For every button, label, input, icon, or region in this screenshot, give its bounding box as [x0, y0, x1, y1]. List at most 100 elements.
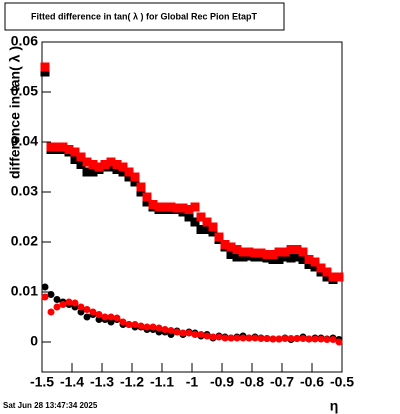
- y-axis-title: difference in tan( λ ): [7, 46, 23, 179]
- point: [89, 308, 97, 316]
- x-tick-label: -1.1: [150, 374, 174, 390]
- timestamp: Sat Jun 28 13:47:34 2025: [3, 401, 98, 410]
- point: [161, 326, 169, 333]
- point: [70, 147, 80, 157]
- point: [76, 152, 86, 162]
- point: [82, 167, 92, 177]
- point: [226, 242, 236, 252]
- point: [124, 172, 134, 182]
- y-tick-label: 0: [30, 333, 38, 349]
- point: [280, 252, 290, 262]
- point: [335, 338, 343, 346]
- point: [275, 335, 283, 343]
- point: [286, 245, 296, 254]
- y-tick-label: 0.03: [11, 183, 38, 199]
- point: [136, 187, 146, 197]
- point: [220, 240, 230, 249]
- point: [113, 314, 121, 322]
- point: [124, 167, 134, 177]
- point: [77, 308, 85, 316]
- point: [250, 248, 260, 258]
- point: [52, 142, 62, 152]
- point: [184, 212, 194, 222]
- point: [82, 157, 92, 167]
- point: [281, 335, 289, 342]
- point: [293, 335, 301, 342]
- x-tick-label: -1.2: [120, 374, 144, 390]
- point: [263, 335, 271, 342]
- point: [65, 298, 73, 306]
- point: [130, 172, 140, 182]
- point: [244, 247, 254, 257]
- x-axis-title: η: [330, 398, 339, 414]
- point: [106, 157, 116, 167]
- point: [107, 313, 115, 321]
- point: [112, 160, 122, 169]
- point: [41, 293, 49, 301]
- point: [203, 332, 211, 340]
- point: [197, 331, 205, 338]
- point: [137, 322, 145, 330]
- point: [70, 155, 80, 164]
- point: [221, 334, 229, 342]
- point: [329, 336, 337, 343]
- point: [311, 335, 319, 343]
- point: [95, 311, 103, 318]
- x-tick-label: -1: [186, 374, 199, 390]
- point: [292, 245, 302, 254]
- point: [125, 321, 133, 328]
- point: [304, 255, 314, 264]
- point: [215, 333, 223, 341]
- point: [202, 225, 212, 234]
- point: [149, 323, 157, 331]
- point: [142, 197, 152, 207]
- point: [208, 222, 218, 232]
- point: [328, 272, 338, 282]
- point: [53, 303, 61, 311]
- y-tick-label: 0.04: [11, 133, 38, 149]
- point: [257, 335, 265, 342]
- point: [196, 212, 206, 222]
- point: [226, 250, 236, 259]
- point: [262, 250, 272, 259]
- x-tick-label: -0.9: [210, 374, 234, 390]
- y-tick-label: 0.06: [11, 33, 38, 49]
- point: [238, 247, 248, 257]
- point: [167, 327, 175, 334]
- point: [155, 324, 163, 332]
- chart-title: Fitted difference in tan( λ ) for Global…: [31, 11, 258, 21]
- y-tick-label: 0.02: [11, 233, 38, 249]
- point: [119, 318, 127, 326]
- point: [322, 267, 332, 277]
- x-tick-label: -1.3: [90, 374, 114, 390]
- point: [179, 329, 187, 337]
- point: [191, 331, 199, 338]
- point: [292, 252, 302, 262]
- point: [173, 328, 181, 336]
- point: [131, 321, 139, 328]
- point: [107, 318, 115, 326]
- point: [130, 177, 140, 187]
- point: [101, 313, 109, 321]
- point: [58, 142, 68, 152]
- x-tick-label: -0.6: [300, 374, 324, 390]
- point: [71, 299, 79, 307]
- point: [269, 335, 277, 343]
- x-tick-label: -0.8: [240, 374, 264, 390]
- point: [208, 227, 218, 237]
- point: [83, 313, 91, 321]
- point: [322, 272, 332, 282]
- point: [64, 145, 74, 154]
- point: [268, 255, 278, 264]
- point: [238, 252, 248, 262]
- point: [53, 296, 61, 303]
- point: [251, 334, 259, 342]
- x-tick-label: -1.5: [30, 374, 54, 390]
- point: [178, 203, 188, 213]
- point: [317, 335, 325, 343]
- point: [172, 203, 182, 213]
- point: [59, 301, 67, 308]
- point: [46, 142, 56, 152]
- point: [112, 165, 122, 174]
- point: [310, 257, 320, 267]
